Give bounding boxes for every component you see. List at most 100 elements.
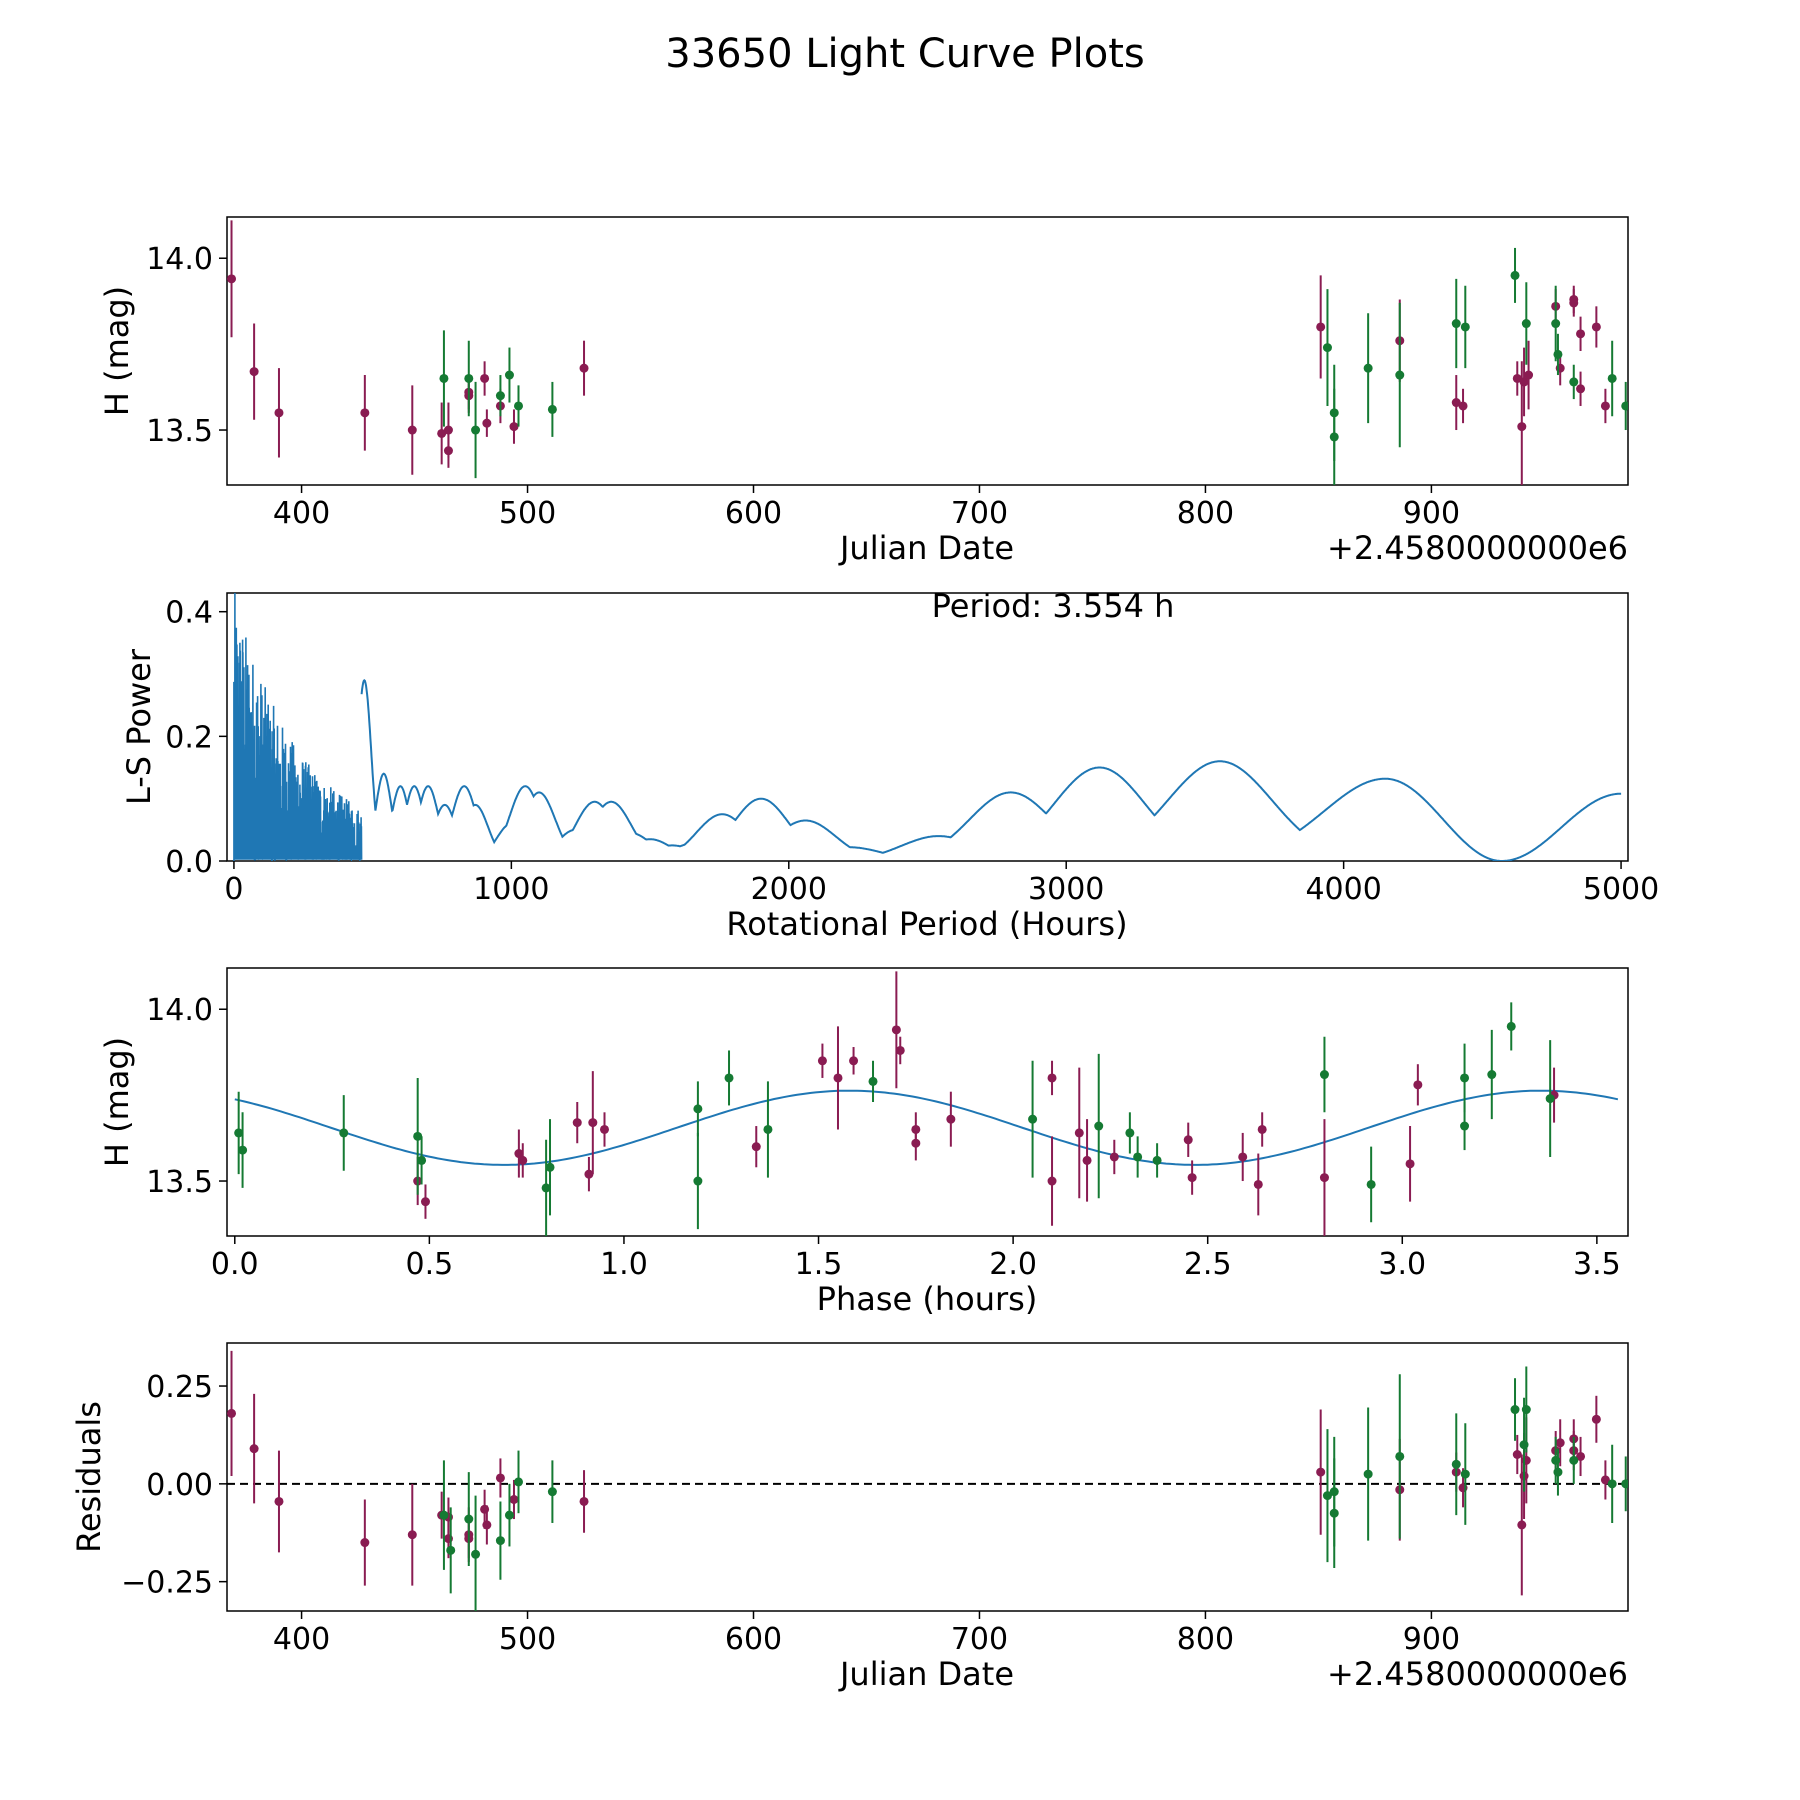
y-tick-label: 14.0 [146,242,213,277]
data-point-r [437,428,447,438]
residuals-x-axis-label: Julian Date [838,1655,1014,1693]
data-point-r [514,1149,524,1159]
data-point-r [1576,384,1586,394]
data-point-g [471,1549,481,1559]
data-point-g [693,1176,703,1186]
data-point-r [579,363,589,373]
x-tick-label: 5000 [1583,872,1659,907]
data-point-g [693,1104,703,1114]
data-point-g [1329,1508,1339,1518]
periodogram-noise-band [233,593,363,861]
residuals-y-axis-label: Residuals [70,1401,108,1553]
data-point-r [495,1473,505,1483]
data-point-g [413,1131,423,1141]
data-point-r [833,1073,843,1083]
data-point-g [1521,1405,1531,1415]
x-tick-label: 600 [725,1622,782,1657]
data-point-r [1517,1520,1527,1530]
y-tick-label: 0.4 [165,596,213,631]
data-point-r [895,1045,905,1055]
data-point-g [868,1076,878,1086]
x-tick-label: 400 [273,1622,330,1657]
data-point-g [1451,319,1461,329]
data-point-g [439,1510,449,1520]
data-point-g [339,1128,349,1138]
data-point-r [1555,1438,1565,1448]
data-point-r [443,446,453,456]
data-point-g [1460,1121,1470,1131]
data-point-g [1553,349,1563,359]
data-point-r [407,425,417,435]
data-point-g [541,1183,551,1193]
x-tick-label: 1.5 [795,1247,843,1282]
lightcurve-panel: 400 500 600 700 800 900 13.5 14.0 Julian Date H… [98,216,1629,567]
x-tick-label: 400 [273,496,330,531]
data-point-g [1621,1479,1628,1489]
data-point-r [360,1538,370,1548]
periodogram-curve [360,678,1622,861]
period-annotation: Period: 3.554 h [932,587,1175,625]
data-point-r [1253,1179,1263,1189]
phase-marks [234,971,1619,1236]
data-point-r [1517,422,1527,432]
x-tick-label: 500 [499,1622,556,1657]
x-tick-label: 900 [1403,1622,1460,1657]
y-tick-label: −0.25 [121,1566,213,1601]
lightcurve-marks [227,220,1628,485]
data-point-g [1569,377,1579,387]
data-point-r [891,1025,901,1035]
data-point-r [482,1520,492,1530]
data-point-r [518,1155,528,1165]
figure-title: 33650 Light Curve Plots [665,31,1144,77]
residuals-x-offset-label: +2.4580000000e6 [1327,1655,1628,1693]
data-point-r [407,1530,417,1540]
x-tick-label: 3.5 [1573,1247,1621,1282]
data-point-g [1094,1121,1104,1131]
data-point-g [763,1124,773,1134]
data-point-g [1319,1070,1329,1080]
data-point-g [1553,1467,1563,1477]
x-tick-label: 600 [725,496,782,531]
data-point-g [495,391,505,401]
data-point-r [1257,1124,1267,1134]
data-point-g [1322,343,1332,353]
periodogram-marks [233,593,1622,861]
data-point-g [1395,1451,1405,1461]
data-point-r [946,1114,956,1124]
y-tick-label: 0.25 [146,1370,213,1405]
x-tick-label: 700 [951,496,1008,531]
data-point-g [1125,1128,1135,1138]
data-point-g [1395,370,1405,380]
data-point-r [1591,322,1601,332]
data-point-r [1576,1451,1586,1461]
data-point-r [1183,1135,1193,1145]
data-point-r [509,1494,519,1504]
data-point-r [1319,1173,1329,1183]
data-point-r [751,1142,761,1152]
data-point-r [1458,401,1468,411]
data-point-g [1621,401,1628,411]
data-point-r [274,1496,284,1506]
lightcurve-x-offset-label: +2.4580000000e6 [1327,529,1628,567]
phase-x-axis-label: Phase (hours) [817,1280,1038,1318]
data-point-r [1569,294,1579,304]
y-tick-label: 0.2 [165,720,213,755]
x-tick-label: 0.0 [211,1247,259,1282]
x-tick-label: 1000 [473,872,549,907]
data-point-g [1028,1114,1038,1124]
data-point-r [1512,373,1522,383]
lightcurve-ticks: 400 500 600 700 800 900 13.5 14.0 [146,242,1460,531]
data-point-r [584,1169,594,1179]
data-point-r [1109,1152,1119,1162]
data-point-r [1047,1073,1057,1083]
x-tick-label: 500 [499,496,556,531]
data-point-r [249,1444,259,1454]
data-point-r [817,1056,827,1066]
data-point-g [1607,373,1617,383]
x-tick-label: 1.0 [600,1247,648,1282]
x-tick-label: 2000 [751,872,827,907]
data-point-r [1524,370,1534,380]
data-point-r [588,1118,598,1128]
data-point-g [1510,1405,1520,1415]
